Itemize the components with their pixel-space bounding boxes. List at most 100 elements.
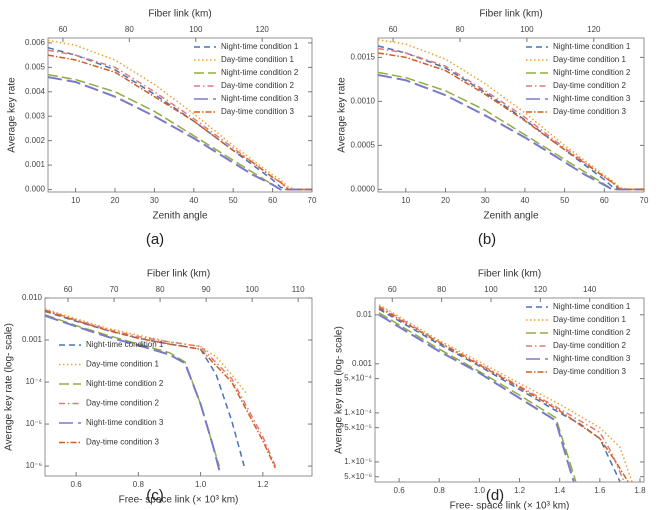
legend-label: Night-time condition 2 [553, 68, 631, 77]
panel-label: (b) [478, 231, 496, 248]
x-tick-label: 60 [268, 196, 277, 205]
y-axis-label: Average key rate (log- scale) [334, 326, 345, 454]
x-tick-label: 10 [401, 196, 410, 205]
series-line [45, 309, 276, 467]
x-tick-label: 0.8 [434, 486, 446, 495]
y-tick-label: 0.0000 [351, 184, 376, 193]
series-line [45, 309, 276, 469]
legend-label: Day-time condition 3 [221, 107, 294, 116]
y-tick-label: 0.01 [356, 310, 372, 319]
y-tick-label: 0.004 [25, 87, 46, 96]
plot-frame [47, 37, 313, 193]
x-tick-label: 70 [308, 196, 317, 205]
series-line [378, 73, 644, 191]
legend-label: Night-time condition 3 [553, 354, 631, 363]
legend-label: Night-time condition 2 [553, 328, 631, 337]
series-line [378, 312, 577, 482]
series-line [378, 39, 644, 191]
y-tick-label: 0.010 [22, 293, 43, 302]
legend-label: Day-time condition 3 [86, 438, 159, 447]
x2-tick-label: 100 [484, 285, 498, 294]
y-axis-label: Average key rate [7, 77, 18, 153]
legend-label: Night-time condition 1 [553, 42, 631, 51]
y-tick-label: 5.×10⁻⁴ [344, 374, 372, 383]
x-tick-label: 40 [189, 196, 198, 205]
x-tick-label: 1.8 [634, 486, 646, 495]
legend-label: Day-time condition 1 [553, 55, 626, 64]
x-tick-label: 1.2 [257, 480, 269, 489]
x-tick-label: 10 [71, 196, 80, 205]
legend-label: Day-time condition 2 [86, 399, 159, 408]
x2-tick-label: 80 [125, 25, 134, 34]
y-tick-label: 0.001 [22, 335, 43, 344]
x2-tick-label: 120 [587, 25, 601, 34]
x2-tick-label: 120 [256, 25, 270, 34]
panel: 0.6 0.8 1.0 1.2 60 70 80 90 100 110 10⁻⁶ 10⁻⁵ 10⁻⁴ 0.… [4, 269, 313, 506]
x2-axis-label: Fiber link (km) [148, 9, 211, 20]
legend-label: Day-time condition 3 [553, 367, 626, 376]
legend-label: Day-time condition 3 [553, 107, 626, 116]
legend-label: Night-time condition 2 [221, 68, 299, 77]
series-line [45, 314, 221, 471]
x-axis-label: Free- space link (× 10³ km) [450, 501, 570, 510]
legend-label: Night-time condition 3 [221, 94, 299, 103]
plot-frame [377, 37, 645, 193]
y-tick-label: 1.×10⁻⁵ [344, 457, 372, 466]
legend-label: Day-time condition 2 [553, 341, 626, 350]
series-line [45, 314, 220, 467]
legend-label: Day-time condition 1 [553, 315, 626, 324]
x2-tick-label: 60 [64, 285, 73, 294]
y-tick-label: 10⁻⁶ [26, 461, 42, 470]
panel: 10 20 30 40 50 60 70 60 80 100 120 0.000 0.001 0.002 0… [7, 9, 317, 248]
x-tick-label: 1.2 [514, 486, 526, 495]
x-tick-label: 0.8 [133, 480, 145, 489]
series-line [378, 306, 629, 482]
legend-label: Day-time condition 1 [221, 55, 294, 64]
x2-tick-label: 140 [583, 285, 597, 294]
x2-tick-label: 120 [534, 285, 548, 294]
legend-label: Night-time condition 1 [221, 42, 299, 51]
series-line [48, 73, 312, 191]
y-axis-label: Average key rate (log- scale) [4, 323, 15, 451]
x2-tick-label: 70 [110, 285, 119, 294]
x-tick-label: 1.4 [554, 486, 566, 495]
x-tick-label: 50 [560, 196, 569, 205]
x-tick-label: 40 [520, 196, 529, 205]
y-tick-label: 1.×10⁻⁴ [344, 408, 372, 417]
panel: 10 20 30 40 50 60 70 60 80 100 120 0.0000 0.0005 0.00… [337, 9, 649, 248]
x-axis-label: Zenith angle [152, 211, 207, 222]
y-tick-label: 10⁻⁴ [25, 377, 42, 386]
panel-label: (d) [486, 487, 504, 504]
x-tick-label: 60 [600, 196, 609, 205]
legend-label: Night-time condition 1 [86, 340, 164, 349]
x2-tick-label: 110 [292, 285, 305, 294]
legend-label: Night-time condition 1 [553, 302, 631, 311]
x-tick-label: 70 [640, 196, 649, 205]
y-tick-label: 0.0005 [351, 140, 376, 149]
y-tick-label: 5.×10⁻⁵ [344, 423, 372, 432]
series-line [378, 313, 575, 482]
x2-tick-label: 100 [245, 285, 259, 294]
x-tick-label: 20 [441, 196, 450, 205]
x2-tick-label: 80 [437, 285, 446, 294]
series-line [48, 54, 312, 191]
panel: 0.6 0.8 1.0 1.2 1.4 1.6 1.8 60 80 100 120 140 5.×10⁻… [334, 269, 646, 510]
y-tick-label: 0.006 [25, 38, 46, 47]
legend-label: Night-time condition 3 [86, 418, 164, 427]
x2-tick-label: 100 [189, 25, 203, 34]
x2-axis-label: Fiber link (km) [478, 269, 541, 280]
series-line [378, 308, 621, 482]
legend-label: Night-time condition 3 [553, 94, 631, 103]
x2-tick-label: 80 [456, 25, 465, 34]
x2-tick-label: 60 [58, 25, 67, 34]
legend-label: Day-time condition 2 [221, 81, 294, 90]
series-line [378, 305, 625, 482]
y-tick-label: 0.002 [25, 136, 46, 145]
x-tick-label: 1.0 [195, 480, 207, 489]
x-axis-label: Zenith angle [483, 211, 538, 222]
series-line [378, 52, 644, 191]
plot-frame [374, 297, 645, 483]
x-tick-label: 1.6 [594, 486, 606, 495]
y-tick-label: 5.×10⁻⁶ [344, 472, 372, 481]
